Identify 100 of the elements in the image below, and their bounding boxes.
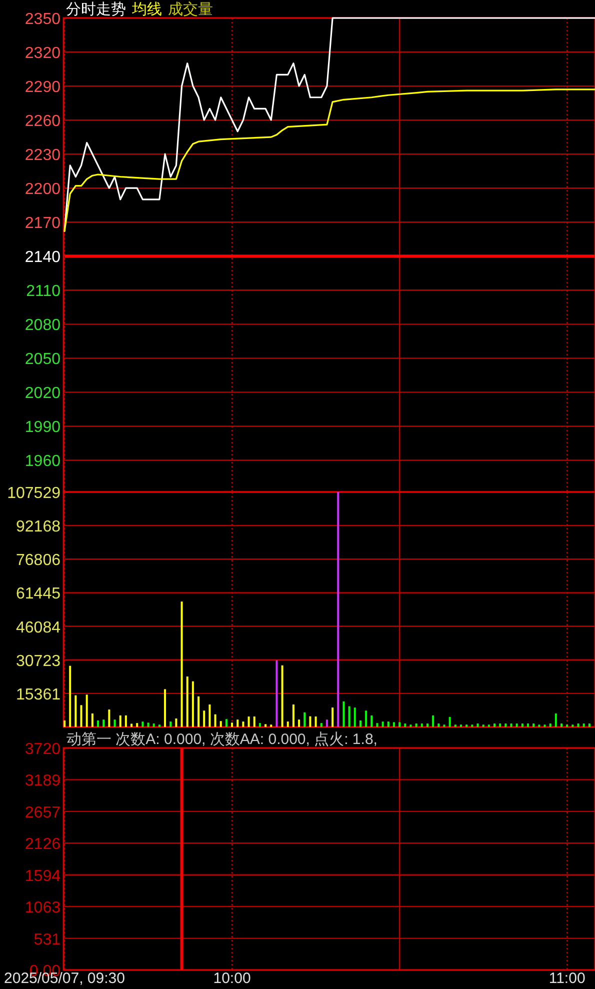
bar — [208, 704, 211, 727]
bar — [354, 708, 356, 727]
y-tick-label: 2350 — [24, 11, 61, 28]
y-tick-label: 2140 — [24, 249, 61, 266]
y-tick-label: 2200 — [24, 181, 61, 198]
bar — [225, 719, 228, 727]
bar — [532, 724, 535, 727]
bar — [114, 720, 116, 727]
line-series — [64, 88, 595, 232]
bar — [510, 724, 512, 727]
bar — [499, 724, 502, 727]
bar — [320, 723, 322, 727]
y-tick-label: 15361 — [16, 686, 61, 704]
y-tick-label: 2126 — [24, 836, 61, 854]
y-tick-label: 1990 — [24, 419, 61, 436]
y-tick-label: 1594 — [24, 868, 61, 885]
y-tick-label: 92168 — [16, 518, 61, 536]
y-tick-label: 3720 — [24, 741, 61, 758]
bar — [91, 713, 94, 727]
bar — [214, 714, 216, 727]
bar — [292, 704, 294, 727]
bar — [86, 694, 88, 727]
bar — [326, 720, 328, 727]
y-tick-label: 2110 — [26, 283, 61, 300]
y-tick-label: 531 — [34, 931, 61, 948]
bar — [236, 720, 239, 727]
bar — [376, 723, 378, 727]
bar — [516, 724, 518, 727]
bar — [108, 710, 110, 727]
line-series — [64, 17, 595, 232]
bar — [220, 721, 222, 727]
y-tick-label: 2050 — [24, 351, 61, 368]
y-tick-label: 1063 — [24, 900, 61, 917]
x-tick-label: 10:00 — [213, 970, 251, 987]
y-tick-label: 3189 — [24, 772, 61, 790]
bar — [186, 676, 188, 727]
bar — [420, 724, 423, 727]
bar — [426, 724, 428, 727]
bar — [276, 660, 278, 727]
bar — [152, 724, 155, 727]
bar — [493, 724, 496, 727]
y-tick-label: 30723 — [16, 652, 61, 670]
bar — [170, 722, 172, 727]
bar — [164, 689, 166, 727]
bar — [242, 722, 244, 727]
y-tick-label: 2260 — [24, 113, 61, 130]
bar — [248, 716, 250, 727]
bar — [332, 708, 334, 727]
bar — [387, 722, 390, 727]
bar — [69, 666, 72, 727]
y-tick-label: 61445 — [16, 586, 61, 603]
y-tick-label: 2020 — [24, 385, 61, 402]
bar — [142, 722, 144, 727]
bar — [298, 720, 300, 727]
bar — [253, 716, 256, 727]
bar — [588, 724, 590, 727]
text: 均线 — [131, 1, 162, 18]
bar — [147, 722, 150, 727]
y-tick-label: 2230 — [24, 147, 61, 164]
bar — [286, 722, 289, 727]
bar — [74, 695, 77, 727]
bar — [549, 724, 552, 727]
y-tick-label: 76806 — [16, 552, 61, 570]
y-tick-label: 1960 — [24, 453, 61, 470]
bar — [97, 720, 100, 727]
bar — [526, 724, 529, 727]
bar — [448, 716, 451, 727]
bar — [521, 724, 524, 727]
y-tick-label: 107529 — [7, 485, 61, 502]
bar — [348, 706, 350, 727]
bar — [258, 723, 261, 727]
y-tick-label: 2080 — [24, 317, 61, 334]
bar — [304, 712, 306, 727]
bar — [309, 716, 312, 727]
bar — [136, 723, 138, 727]
bar — [124, 715, 127, 727]
bar — [130, 724, 133, 727]
bar — [382, 722, 384, 727]
bar — [577, 724, 580, 727]
bar — [80, 705, 82, 727]
bar — [438, 724, 440, 727]
text: 分时走势 — [66, 1, 126, 18]
bar — [264, 724, 267, 727]
y-tick-label: 2290 — [24, 79, 61, 96]
y-tick-label: 2320 — [24, 45, 61, 62]
bar — [203, 710, 206, 727]
bar — [415, 724, 418, 727]
bar — [231, 722, 234, 727]
bar — [359, 720, 362, 727]
bar — [476, 724, 479, 727]
bar — [504, 724, 507, 727]
bar — [432, 715, 434, 727]
bar — [392, 722, 395, 727]
bar — [102, 720, 105, 727]
bar — [337, 492, 340, 727]
bar — [398, 722, 401, 727]
bar — [281, 665, 284, 727]
bar — [560, 724, 562, 727]
bar — [314, 716, 317, 727]
bar — [64, 720, 66, 727]
